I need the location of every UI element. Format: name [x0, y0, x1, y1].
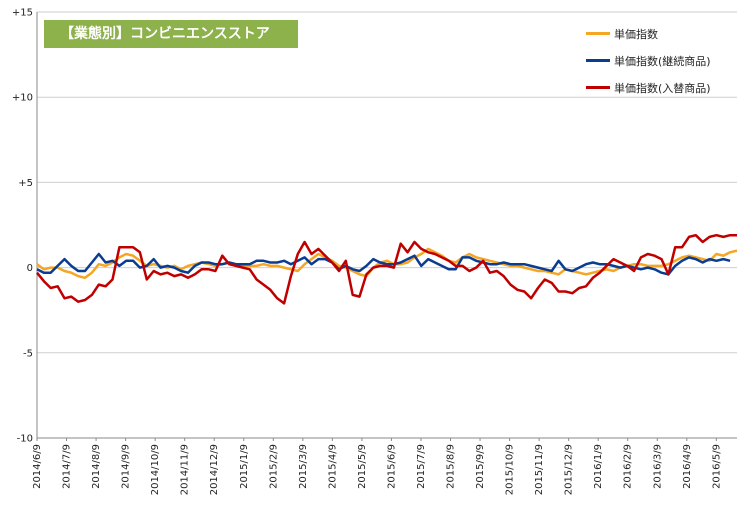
legend: 単価指数 単価指数(継続商品) 単価指数(入替商品): [586, 20, 711, 101]
x-tick-label: 2015/10/9: [505, 444, 516, 495]
chart-title: 【業態別】コンビニエンスストア: [44, 20, 298, 48]
y-tick-label: +10: [12, 93, 33, 104]
x-tick-label: 2015/7/9: [416, 444, 427, 489]
x-tick-label: 2015/12/9: [564, 444, 575, 495]
legend-label: 単価指数: [614, 27, 658, 41]
x-tick-label: 2014/10/9: [150, 444, 161, 495]
y-tick-label: -10: [17, 434, 33, 445]
x-tick-label: 2016/1/9: [593, 444, 604, 489]
x-tick-label: 2014/8/9: [91, 444, 102, 489]
y-tick-label: +5: [18, 178, 33, 189]
x-tick-label: 2014/9/9: [121, 444, 132, 489]
x-tick-label: 2014/6/9: [32, 444, 43, 489]
legend-label: 単価指数(継続商品): [614, 54, 711, 68]
legend-swatch: [586, 59, 610, 62]
series-line: [36, 233, 737, 305]
x-tick-label: 2015/1/9: [239, 444, 250, 489]
y-tick-labels: +15 +10 +5 0 -5 -10: [12, 8, 33, 445]
y-tick-label: -5: [23, 348, 33, 359]
x-tick-label: 2015/9/9: [475, 444, 486, 489]
series-lines: [36, 233, 738, 305]
legend-item: 単価指数: [586, 20, 711, 47]
legend-label: 単価指数(入替商品): [614, 81, 711, 95]
legend-item: 単価指数(入替商品): [586, 74, 711, 101]
x-tick-label: 2015/8/9: [446, 444, 457, 489]
x-tick-label: 2016/4/9: [682, 444, 693, 489]
x-tick-label: 2015/5/9: [357, 444, 368, 489]
x-tick-label: 2016/5/9: [711, 444, 722, 489]
x-tick-label: 2014/11/9: [180, 444, 191, 495]
x-tick-label: 2016/2/9: [623, 444, 634, 489]
x-tick-labels: 2014/6/9 2014/7/9 2014/8/9 2014/9/9 2014/10/…: [32, 444, 722, 495]
x-tick-label: 2015/3/9: [298, 444, 309, 489]
y-tick-label: 0: [27, 263, 33, 274]
x-tick-label: 2015/11/9: [534, 444, 545, 495]
x-tick-label: 2014/7/9: [62, 444, 73, 489]
x-tick-label: 2015/6/9: [386, 444, 397, 489]
axes: [36, 12, 737, 441]
legend-item: 単価指数(継続商品): [586, 47, 711, 74]
legend-swatch: [586, 32, 610, 35]
x-tick-label: 2015/4/9: [327, 444, 338, 489]
series-line: [36, 252, 731, 276]
legend-swatch: [586, 86, 610, 89]
x-tick-label: 2016/3/9: [652, 444, 663, 489]
x-tick-label: 2014/12/9: [209, 444, 220, 495]
x-tick-label: 2015/2/9: [268, 444, 279, 489]
y-tick-label: +15: [12, 8, 33, 19]
